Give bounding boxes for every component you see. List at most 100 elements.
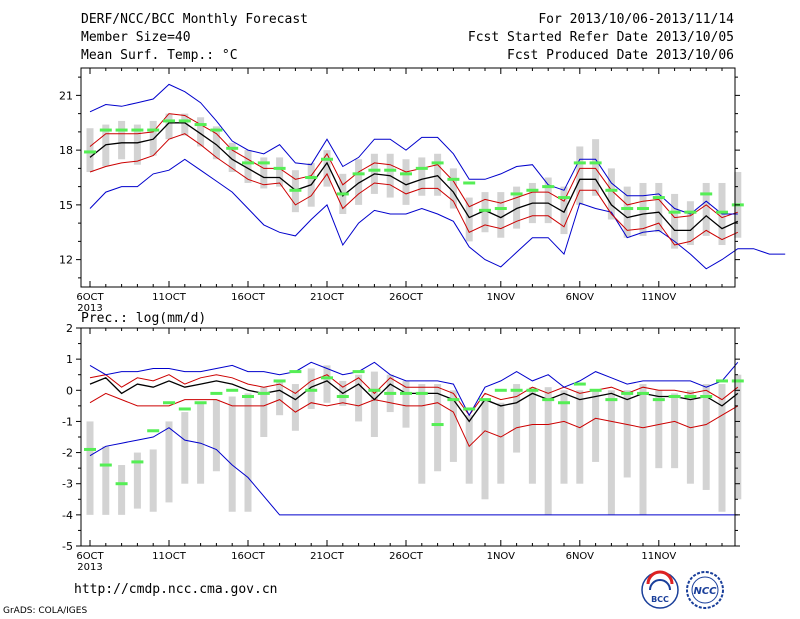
prec-marker	[652, 398, 665, 402]
prec-max-line	[89, 361, 739, 417]
prec-range-bar	[307, 368, 315, 409]
temp-marker	[652, 196, 665, 200]
temp-xtick-label: 6OCT	[76, 292, 104, 303]
temp-marker	[526, 188, 539, 192]
prec-marker	[384, 391, 397, 395]
prec-marker	[257, 391, 270, 395]
temp-panel-label: Mean Surf. Temp.: °C	[81, 48, 238, 63]
temp-range-bar	[592, 139, 600, 196]
prec-xtick-label: 6OCT	[76, 551, 104, 562]
prec-marker	[99, 463, 112, 467]
temp-marker	[273, 166, 286, 170]
temp-marker	[115, 128, 128, 132]
temp-marker	[716, 210, 728, 214]
prec-marker	[226, 388, 239, 392]
prec-range-bar	[260, 387, 268, 437]
temp-range-bar	[497, 192, 505, 238]
temp-range-bar	[576, 146, 584, 205]
temp-range-bar	[686, 201, 694, 246]
forecast-produced-date: Fcst Produced Date 2013/10/06	[507, 48, 734, 63]
temp-marker	[321, 157, 333, 161]
temp-range-bar	[133, 124, 141, 165]
temp-marker	[289, 188, 302, 192]
prec-marker	[242, 395, 254, 399]
temp-range-bar	[402, 159, 410, 205]
prec-ytick-label: 2	[66, 322, 73, 335]
temp-marker	[700, 192, 713, 196]
temp-xtick-label: 11NOV	[641, 292, 676, 303]
prec-marker	[668, 395, 681, 399]
temp-xtick-label: 6NOV	[566, 292, 595, 303]
chart-title: DERF/NCC/BCC Monthly Forecast	[81, 12, 308, 27]
temp-ytick-label: 15	[59, 199, 73, 212]
forecast-start-date: Fcst Started Refer Date 2013/10/05	[467, 30, 734, 45]
prec-range-bar	[118, 465, 126, 515]
prec-range-bar	[639, 384, 647, 515]
prec-range-bar	[497, 402, 505, 484]
member-size: Member Size=40	[81, 30, 191, 45]
prec-range-bar	[102, 446, 110, 515]
prec-xtick-label: 6NOV	[566, 551, 595, 562]
prec-plot-frame	[80, 327, 736, 547]
svg-text:BCC: BCC	[651, 595, 669, 604]
prec-marker	[415, 391, 428, 395]
temp-ytick-label: 12	[59, 254, 73, 267]
prec-marker	[147, 429, 160, 433]
prec-range-bar	[212, 399, 220, 472]
temp-range-bar	[197, 117, 205, 147]
prec-marker	[305, 388, 318, 392]
temp-ens-lower-line	[89, 133, 739, 246]
temp-marker	[131, 128, 144, 132]
prec-range-bar	[402, 380, 410, 428]
prec-range-bar	[718, 384, 726, 512]
prec-range-bar	[481, 399, 489, 500]
prec-marker	[84, 447, 96, 451]
temp-marker	[242, 161, 254, 165]
prec-xtick-label: 16OCT	[231, 551, 266, 562]
grads-credit: GrADS: COLA/IGES	[3, 606, 88, 616]
prec-ens-lower-line	[89, 392, 739, 448]
prec-range-bar	[702, 384, 710, 490]
prec-marker	[526, 388, 539, 392]
prec-xtick-label: 11OCT	[152, 551, 187, 562]
temp-range-bar	[276, 157, 284, 187]
source-url[interactable]: http://cmdp.ncc.cma.gov.cn	[74, 582, 278, 597]
temp-plot-frame	[80, 67, 736, 288]
prec-ytick-label: -1	[62, 415, 73, 428]
prec-marker	[400, 391, 412, 395]
prec-marker	[542, 398, 555, 402]
prec-marker	[178, 407, 191, 411]
temp-range-bar	[181, 113, 189, 136]
prec-range-bar	[291, 384, 299, 431]
prec-range-bar	[355, 374, 363, 422]
temp-marker	[415, 166, 428, 170]
temp-year-label: 2013	[77, 303, 102, 314]
forecast-period: For 2013/10/06-2013/11/14	[538, 12, 734, 27]
prec-marker	[431, 423, 444, 427]
prec-marker	[368, 388, 381, 392]
prec-range-bar	[607, 390, 615, 515]
prec-range-bar	[449, 390, 457, 462]
temp-range-bar	[244, 150, 252, 183]
prec-range-bar	[686, 390, 694, 484]
temp-marker	[431, 161, 444, 165]
prec-marker	[115, 482, 128, 486]
temp-range-bar	[86, 128, 94, 173]
temp-range-bar	[671, 193, 679, 249]
prec-range-bar	[528, 387, 536, 484]
temp-marker	[573, 161, 586, 165]
prec-marker	[684, 395, 697, 399]
temp-range-bar	[102, 124, 110, 167]
temp-xtick-label: 1NOV	[487, 292, 516, 303]
temp-range-bar	[560, 186, 568, 235]
temp-marker	[684, 210, 697, 214]
prec-range-bar	[276, 380, 284, 416]
prec-marker	[558, 401, 570, 405]
temp-marker	[368, 168, 381, 172]
temp-marker	[336, 192, 349, 196]
prec-marker	[194, 401, 207, 405]
prec-marker	[131, 460, 144, 464]
prec-range-bar	[513, 384, 521, 453]
temp-range-bar	[655, 182, 663, 233]
temp-marker	[447, 177, 460, 181]
